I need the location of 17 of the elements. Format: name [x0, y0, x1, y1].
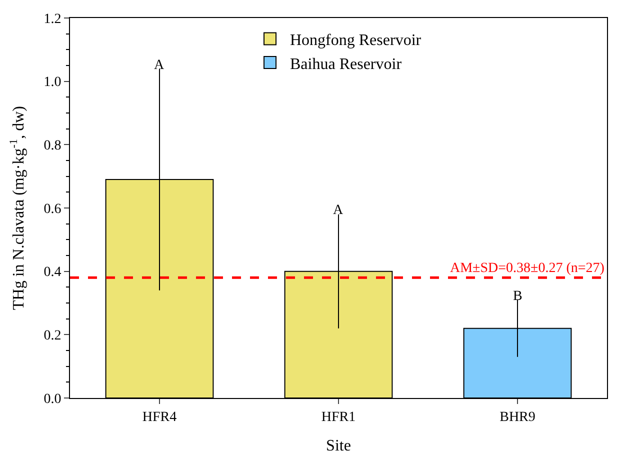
x-tick-label: HFR1: [321, 410, 356, 425]
y-tick-label: 0.8: [44, 138, 62, 154]
annotation: A: [333, 203, 344, 218]
y-tick-label: 1.2: [44, 12, 62, 27]
y-tick-label: 0.0: [44, 392, 62, 407]
y-tick-label: 0.2: [44, 328, 62, 344]
y-tick-label: 0.6: [44, 202, 62, 217]
legend-label: Baihua Reservoir: [290, 56, 402, 73]
x-tick-label: BHR9: [500, 410, 536, 425]
y-tick-label: 1.0: [44, 75, 62, 90]
legend-label: Hongfong Reservoir: [290, 32, 422, 49]
annotation: B: [513, 289, 522, 304]
y-tick-label: 0.4: [44, 265, 62, 280]
annotation: A: [154, 58, 165, 73]
x-axis-title: Site: [326, 438, 351, 454]
ref-line-label: AM±SD=0.38±0.27 (n=27): [450, 261, 605, 276]
x-tick-label: HFR4: [142, 410, 177, 425]
